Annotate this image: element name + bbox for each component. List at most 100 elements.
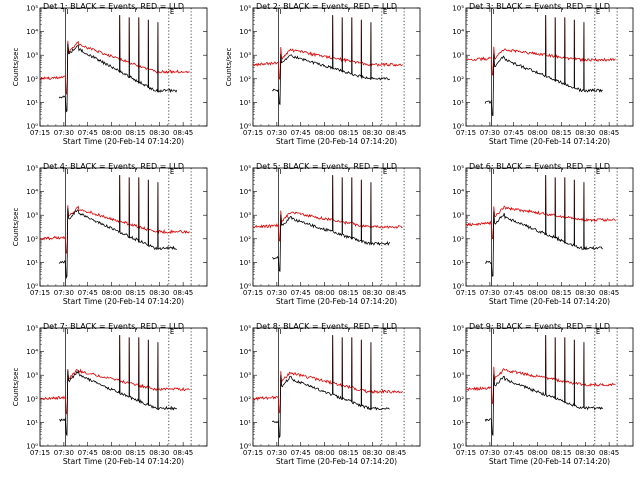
series-events-line: [484, 15, 603, 116]
series-lld-line: [252, 335, 403, 415]
x-tick-label: 07:30: [54, 129, 74, 137]
y-tick-label: 10¹: [239, 419, 251, 427]
time-marker-label: E: [170, 168, 174, 176]
x-tick-label: 08:15: [338, 129, 358, 137]
time-marker-label: E: [383, 168, 387, 176]
x-tick-label: 08:45: [386, 129, 406, 137]
time-marker-label: E: [383, 328, 387, 336]
x-tick-label: 07:15: [30, 289, 50, 297]
y-tick-label: 10³: [239, 52, 251, 60]
series-lld-line: [465, 175, 616, 240]
panel-title: Det 3: BLACK = Events, RED = LLD: [469, 2, 610, 11]
time-marker-label: I: [279, 328, 281, 336]
x-tick-label: 07:45: [78, 289, 98, 297]
detector-panel-8: 10⁰ 10¹ 10² 10³ 10⁴ 10⁵ 07:15 07:30 07:45 08:00 08…: [239, 322, 421, 466]
y-tick-label: 10¹: [452, 99, 464, 107]
x-tick-label: 08:00: [527, 449, 547, 457]
x-tick-label: 08:00: [101, 449, 121, 457]
x-tick-label: 07:45: [291, 129, 311, 137]
y-tick-label: 10⁰: [452, 283, 464, 291]
detector-panel-6: 10⁰ 10¹ 10² 10³ 10⁴ 10⁵ 07:15 07:30 07:45 08:00 08…: [452, 162, 634, 306]
y-tick-label: 10⁴: [26, 188, 38, 196]
x-tick-label: 08:30: [362, 289, 382, 297]
x-tick-label: 07:45: [504, 449, 524, 457]
x-tick-label: 08:15: [125, 449, 145, 457]
x-tick-label: 08:30: [575, 449, 595, 457]
panel-title: Det 5: BLACK = Events, RED = LLD: [256, 162, 397, 171]
time-marker-label: E: [596, 328, 600, 336]
plot-frame: [39, 327, 208, 447]
y-tick-label: 10³: [452, 212, 464, 220]
detector-panel-7: 10⁰ 10¹ 10² 10³ 10⁴ 10⁵ 07:15 07:30 07:45 08:00 08…: [12, 322, 208, 466]
y-axis-label: Counts/sec: [12, 368, 20, 407]
y-axis-label: Counts/sec: [12, 208, 20, 247]
x-axis-label: Start Time (20-Feb-14 07:14:20): [489, 457, 610, 466]
x-tick-label: 07:45: [504, 289, 524, 297]
x-tick-label: 08:45: [173, 449, 193, 457]
detector-panel-2: 10⁰ 10¹ 10² 10³ 10⁴ 10⁵ 07:15 07:30 07:45 08:00 08…: [225, 2, 421, 146]
x-tick-label: 07:30: [267, 449, 287, 457]
x-tick-label: 08:30: [575, 289, 595, 297]
x-tick-label: 08:15: [125, 129, 145, 137]
x-tick-label: 07:45: [291, 449, 311, 457]
y-tick-label: 10⁴: [452, 28, 464, 36]
plot-frame: [252, 7, 421, 127]
y-tick-label: 10⁴: [452, 188, 464, 196]
x-tick-label: 07:30: [54, 449, 74, 457]
x-tick-label: 08:00: [101, 129, 121, 137]
y-axis-label: Counts/sec: [12, 48, 20, 87]
series-events-line: [58, 335, 178, 436]
y-tick-label: 10⁵: [239, 165, 251, 173]
time-marker-label: E: [170, 8, 174, 16]
y-tick-label: 10²: [26, 395, 38, 403]
detector-panel-4: 10⁰ 10¹ 10² 10³ 10⁴ 10⁵ 07:15 07:30 07:45 08:00 08…: [12, 162, 208, 306]
x-tick-label: 08:45: [599, 449, 619, 457]
x-axis-label: Start Time (20-Feb-14 07:14:20): [63, 297, 184, 306]
x-tick-label: 08:00: [101, 289, 121, 297]
y-tick-label: 10⁵: [239, 5, 251, 13]
panel-title: Det 2: BLACK = Events, RED = LLD: [256, 2, 397, 11]
series-events-line: [484, 175, 603, 277]
series-lld-line: [252, 15, 403, 81]
y-tick-label: 10²: [452, 75, 464, 83]
y-tick-label: 10⁰: [452, 443, 464, 451]
y-tick-label: 10⁴: [239, 348, 251, 356]
x-tick-label: 08:00: [314, 449, 334, 457]
time-marker-label: I: [279, 168, 281, 176]
x-tick-label: 08:15: [125, 289, 145, 297]
y-tick-label: 10⁵: [26, 5, 38, 13]
time-marker-label: I: [279, 8, 281, 16]
x-tick-label: 08:15: [551, 449, 571, 457]
y-tick-label: 10¹: [452, 419, 464, 427]
x-tick-label: 08:30: [149, 449, 169, 457]
x-tick-label: 07:15: [456, 289, 476, 297]
x-tick-label: 08:15: [338, 449, 358, 457]
y-tick-label: 10²: [239, 235, 251, 243]
y-tick-label: 10⁴: [452, 348, 464, 356]
x-tick-label: 07:15: [30, 129, 50, 137]
time-marker-label: E: [170, 328, 174, 336]
detector-panel-9: 10⁰ 10¹ 10² 10³ 10⁴ 10⁵ 07:15 07:30 07:45 08:00 08…: [452, 322, 634, 466]
x-axis-label: Start Time (20-Feb-14 07:14:20): [276, 137, 397, 146]
y-tick-label: 10⁰: [26, 443, 38, 451]
series-lld-line: [40, 335, 190, 415]
y-tick-label: 10⁰: [452, 123, 464, 131]
x-tick-label: 08:00: [314, 289, 334, 297]
y-tick-label: 10⁴: [239, 188, 251, 196]
series-lld-line: [465, 335, 616, 405]
x-tick-label: 08:00: [527, 129, 547, 137]
y-tick-label: 10²: [26, 235, 38, 243]
plot-frame: [252, 327, 421, 447]
series-lld-line: [39, 15, 190, 96]
time-marker-label: I: [66, 8, 68, 16]
x-tick-label: 08:30: [149, 129, 169, 137]
y-tick-label: 10²: [452, 235, 464, 243]
x-tick-label: 08:15: [551, 129, 571, 137]
x-tick-label: 07:15: [243, 289, 263, 297]
y-tick-label: 10⁵: [452, 165, 464, 173]
y-tick-label: 10²: [452, 395, 464, 403]
y-tick-label: 10¹: [239, 99, 251, 107]
panel-title: Det 7: BLACK = Events, RED = LLD: [43, 322, 184, 331]
series-events-line: [272, 15, 390, 106]
x-tick-label: 07:30: [267, 289, 287, 297]
